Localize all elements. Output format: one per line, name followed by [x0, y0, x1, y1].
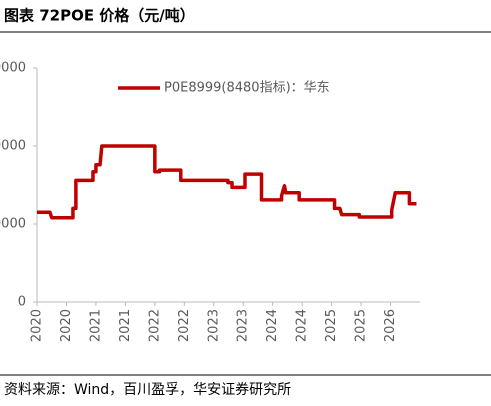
- x-tick-label: 2022: [147, 309, 162, 342]
- legend-label: P0E8999(8480指标)：华东: [164, 81, 330, 96]
- x-tick-label: 2022: [177, 309, 192, 342]
- x-tick-label: 2024: [265, 309, 280, 342]
- chart-title: 图表 72POE 价格（元/吨）: [4, 7, 195, 25]
- x-tick-label: 2021: [88, 309, 103, 342]
- line: [37, 144, 417, 220]
- y-tick-label: 20000: [0, 139, 26, 154]
- x-tick-label: 2023: [236, 309, 251, 342]
- x-tick-label: 2020: [30, 309, 45, 342]
- x-tick-label: 2021: [118, 309, 133, 342]
- x-tick-label: 2025: [324, 309, 339, 342]
- source: 资料来源：Wind，百川盈孚，华安证券研究所: [4, 382, 291, 398]
- x-tick-label: 2026: [383, 309, 398, 342]
- x-tick-label: 2025: [354, 309, 369, 342]
- x-tick-label: 2023: [206, 309, 221, 342]
- y-tick-label: 10000: [0, 217, 26, 232]
- y-tick-label: 30000: [0, 61, 26, 76]
- x-tick-label: 2020: [59, 309, 74, 342]
- y-tick-label: 0: [18, 295, 26, 310]
- x-tick-label: 2024: [295, 309, 310, 342]
